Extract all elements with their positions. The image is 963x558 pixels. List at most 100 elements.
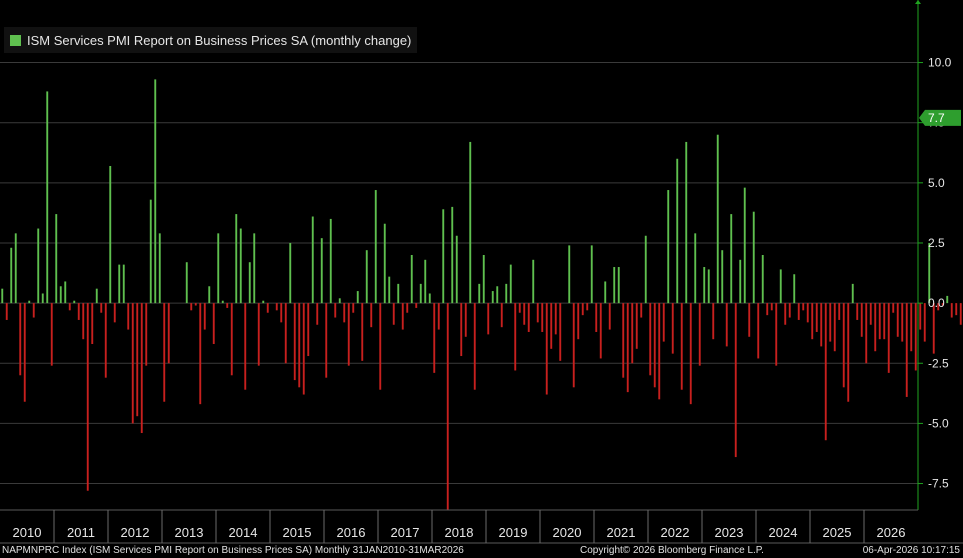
bar — [118, 264, 121, 304]
bar — [797, 303, 800, 320]
legend-label: ISM Services PMI Report on Business Pric… — [27, 32, 412, 48]
footer-copyright: Copyright© 2026 Bloomberg Finance L.P. — [580, 545, 764, 556]
bar — [163, 303, 166, 402]
x-tick-label: 2010 — [13, 525, 42, 540]
bar — [136, 303, 139, 417]
bar — [253, 233, 256, 304]
bar — [869, 303, 872, 325]
bar — [694, 233, 697, 304]
bar — [289, 242, 292, 304]
bar — [680, 303, 683, 390]
y-tick-label: -2.5 — [928, 356, 949, 370]
bar — [712, 303, 715, 340]
bar — [842, 303, 845, 388]
bar — [658, 303, 661, 400]
bar — [937, 303, 940, 311]
bar — [685, 141, 688, 304]
bar — [491, 291, 494, 304]
bar — [406, 303, 409, 313]
bar — [131, 303, 134, 424]
x-tick-label: 2016 — [337, 525, 366, 540]
bar — [919, 303, 922, 330]
bar — [698, 303, 701, 366]
footer-timestamp: 06-Apr-2026 10:17:15 — [862, 545, 960, 556]
bar — [545, 303, 548, 395]
bar — [203, 303, 206, 330]
bar — [374, 190, 377, 304]
bar — [293, 303, 296, 381]
bar — [145, 303, 148, 366]
bar — [19, 303, 22, 376]
bar — [532, 259, 535, 304]
bar — [568, 245, 571, 304]
bar — [784, 303, 787, 325]
bar — [127, 303, 130, 330]
bar — [734, 303, 737, 458]
bar — [41, 293, 44, 304]
bar — [613, 267, 616, 304]
bar — [284, 303, 287, 364]
bar — [766, 303, 769, 316]
bar — [226, 303, 229, 308]
bar — [158, 233, 161, 304]
bar — [874, 303, 877, 352]
bar — [554, 303, 557, 335]
bar — [185, 262, 188, 304]
bar — [275, 303, 278, 311]
bar — [896, 303, 899, 337]
bar — [527, 303, 530, 332]
bar — [865, 303, 868, 364]
bar — [50, 303, 53, 366]
bar — [77, 303, 80, 320]
bar — [725, 303, 728, 347]
bar — [329, 218, 332, 304]
bar — [505, 283, 508, 304]
bar — [806, 303, 809, 323]
bar — [464, 303, 467, 337]
x-tick-label: 2017 — [391, 525, 420, 540]
bar — [518, 303, 521, 313]
bar — [847, 303, 850, 402]
x-tick-label: 2013 — [175, 525, 204, 540]
bar — [824, 303, 827, 441]
bar — [829, 303, 832, 342]
bar — [217, 233, 220, 304]
bar — [419, 283, 422, 304]
bar — [482, 255, 485, 304]
bar — [433, 303, 436, 373]
x-tick-label: 2024 — [769, 525, 798, 540]
bar — [370, 303, 373, 328]
legend: ISM Services PMI Report on Business Pric… — [4, 27, 418, 53]
bar — [608, 303, 611, 330]
bar — [343, 303, 346, 323]
bar — [68, 303, 71, 311]
bar — [140, 303, 143, 434]
bar — [959, 303, 962, 325]
bar — [446, 303, 449, 513]
x-tick-label: 2022 — [661, 525, 690, 540]
bar — [239, 228, 242, 304]
bar — [334, 303, 337, 318]
bar — [910, 303, 913, 352]
footer-source: NAPMNPRC Index (ISM Services PMI Report … — [2, 545, 464, 556]
bar — [932, 303, 935, 354]
bar — [748, 303, 751, 337]
y-tick-label: -5.0 — [928, 416, 949, 430]
bar — [14, 233, 17, 304]
bar — [194, 303, 197, 306]
bar — [383, 223, 386, 304]
bar — [149, 199, 152, 304]
bar — [73, 300, 76, 304]
bar — [32, 303, 35, 318]
bar — [793, 274, 796, 304]
bar — [248, 262, 251, 304]
bar — [451, 206, 454, 304]
bar — [640, 303, 643, 318]
bar — [5, 303, 8, 320]
bar — [901, 303, 904, 342]
bar — [595, 303, 598, 332]
x-axis-band — [0, 510, 963, 543]
x-tick-label: 2019 — [499, 525, 528, 540]
bar — [379, 303, 382, 390]
